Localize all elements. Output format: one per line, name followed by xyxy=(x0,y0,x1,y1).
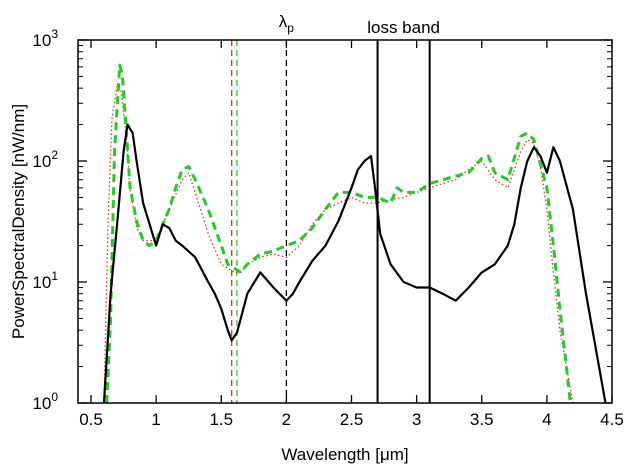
pump-subscript: p xyxy=(287,21,294,35)
y-axis-title: PowerSpectralDensity [nW/nm] xyxy=(9,104,28,339)
x-tick-label: 1.5 xyxy=(209,410,233,429)
x-tick-label: 4 xyxy=(542,410,551,429)
x-tick-label: 2.5 xyxy=(340,410,364,429)
pump-symbol: λ xyxy=(279,12,288,31)
axis-ticks: 0.5 1 1.5 2 2.5 3 3.5 4 4.5 100 101 102 103 xyxy=(32,27,623,429)
series-layer xyxy=(102,63,607,403)
x-tick-label: 3.5 xyxy=(470,410,494,429)
y-tick-label: 103 xyxy=(32,27,58,50)
y-tick-label: 102 xyxy=(32,148,58,171)
reference-lines xyxy=(231,40,431,403)
x-tick-label: 0.5 xyxy=(79,410,103,429)
series-line-1 xyxy=(105,63,572,403)
x-axis-title: Wavelength [μm] xyxy=(281,445,408,464)
pump-wavelength-label: λp xyxy=(279,12,295,35)
x-tick-label: 1 xyxy=(151,410,160,429)
loss-band-label: loss band xyxy=(367,18,440,37)
y-tick-label: 101 xyxy=(32,269,58,292)
x-tick-label: 4.5 xyxy=(600,410,624,429)
series-line-0 xyxy=(103,84,574,403)
plot-frame xyxy=(77,39,613,404)
y-tick-label: 100 xyxy=(32,390,58,413)
series-line-2 xyxy=(102,123,607,403)
x-tick-label: 2 xyxy=(282,410,291,429)
x-tick-label: 3 xyxy=(412,410,421,429)
